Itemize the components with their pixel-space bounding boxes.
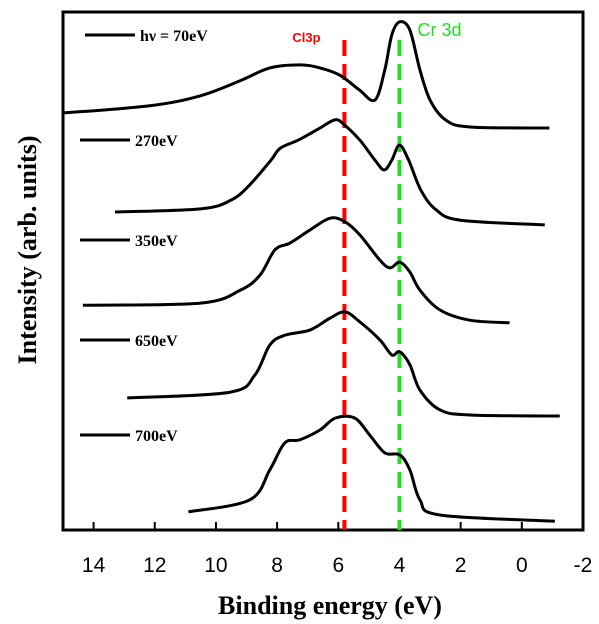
x-axis-title: Binding energy (eV) [218,591,442,620]
x-tick-label: 4 [394,554,406,577]
spectrum-line [82,216,510,325]
annotation: Cl3p [292,30,320,45]
legend-label: 350eV [135,233,178,250]
x-tick-label: 2 [455,554,467,577]
spectrum-line [114,118,545,227]
x-tick-label: 8 [271,554,283,577]
legend-label: hν = 70eV [140,28,208,45]
legend-label: 700eV [135,428,178,445]
x-tick-label: 14 [82,554,106,577]
spectrum-line [127,310,560,418]
x-tick-label: 10 [204,554,227,577]
x-tick-label: 12 [143,554,166,577]
spectrum-line [188,414,555,523]
x-tick-label: 6 [332,554,344,577]
x-tick-label: -2 [574,554,593,577]
y-axis-title: Intensity (arb. units) [13,136,42,365]
annotation: Cr 3d [417,20,461,40]
legend-label: 650eV [135,333,178,350]
plot-frame [61,10,585,532]
x-tick-label: 0 [516,554,528,577]
legend-label: 270eV [135,133,178,150]
spectrum-line [62,20,550,130]
